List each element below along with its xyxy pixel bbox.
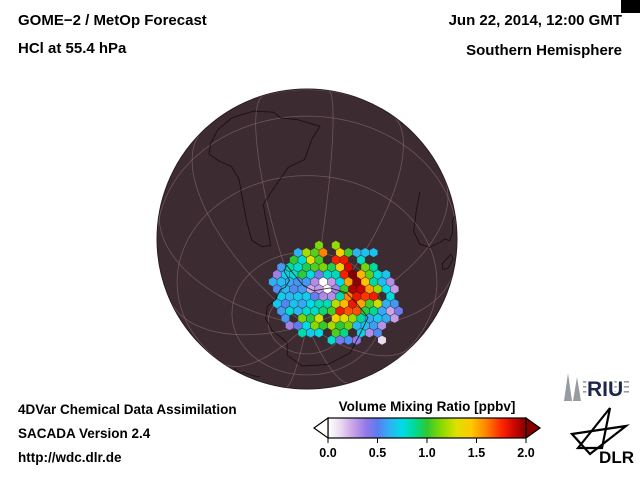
figure-datetime: Jun 22, 2014, 12:00 GMT: [448, 12, 622, 29]
colorbar-title: Volume Mixing Ratio [ppbv]: [338, 399, 516, 414]
coastlines: [208, 110, 456, 378]
colorbar-tick-label: 2.0: [517, 446, 535, 460]
figure-title: GOME−2 / MetOp Forecast: [18, 12, 207, 29]
footer-version: SACADA Version 2.4: [18, 426, 151, 441]
dlr-logo: DLR: [569, 407, 634, 466]
figure-region: Southern Hemisphere: [466, 42, 622, 59]
riu-cathedral-icon: [564, 373, 629, 401]
hemisphere-map: [156, 88, 458, 390]
riu-logo-text: RIU: [587, 378, 623, 401]
dlr-logo-mark: [569, 407, 630, 456]
figure-subtitle: HCl at 55.4 hPa: [18, 40, 127, 57]
colorbar-tick-label: 0.5: [368, 446, 387, 460]
colorbar-tick-label: 1.5: [467, 446, 486, 460]
hcl-data-layer: [268, 240, 404, 346]
dlr-logo-text: DLR: [599, 448, 634, 466]
riu-logo: RIU: [564, 373, 629, 403]
footer-url: http://wdc.dlr.de: [18, 450, 122, 465]
corner-mark: [621, 0, 640, 13]
colorbar-tick-label: 1.0: [418, 446, 436, 460]
colorbar-tick-label: 0.0: [319, 446, 337, 460]
colorbar-tick-labels: 0.0 0.5 1.0 1.5 2.0: [312, 446, 542, 462]
footer-credit: 4DVar Chemical Data Assimilation: [18, 402, 237, 417]
colorbar: [312, 416, 542, 443]
